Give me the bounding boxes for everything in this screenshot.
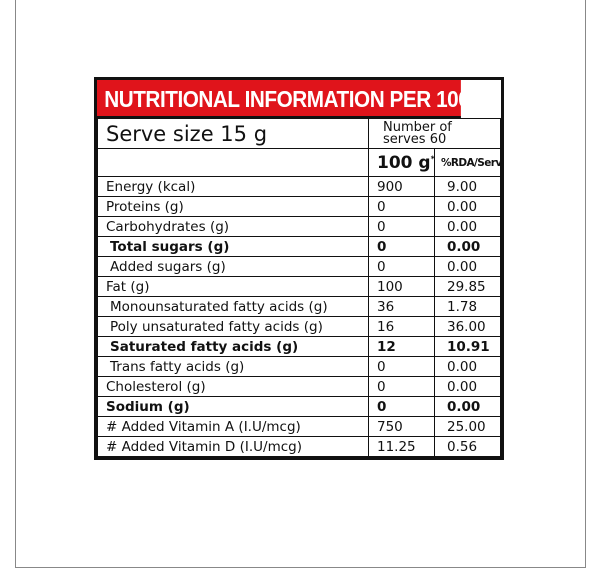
nutrient-label: Energy (kcal) xyxy=(97,176,369,197)
value-100g: 100 xyxy=(368,276,435,297)
table-title: NUTRITIONAL INFORMATION PER 100 g xyxy=(97,80,487,118)
nutrient-label: Poly unsaturated fatty acids (g) xyxy=(97,316,369,337)
nutrient-label: Monounsaturated fatty acids (g) xyxy=(97,296,369,317)
table-row: Carbohydrates (g) 0 0.00 xyxy=(97,216,501,237)
value-rda: 0.00 xyxy=(434,396,501,417)
nutrient-label: Carbohydrates (g) xyxy=(97,216,369,237)
value-rda: 9.00 xyxy=(434,176,501,197)
value-rda: 0.00 xyxy=(434,356,501,377)
nutrient-label: Sodium (g) xyxy=(97,396,369,417)
value-100g: 0 xyxy=(368,396,435,417)
value-100g: 0 xyxy=(368,356,435,377)
value-rda: 10.91 xyxy=(434,336,501,357)
value-100g: 0 xyxy=(368,236,435,257)
table-row: Monounsaturated fatty acids (g) 36 1.78 xyxy=(97,296,501,317)
value-100g: 36 xyxy=(368,296,435,317)
value-rda: 0.00 xyxy=(434,196,501,217)
col-rda-header: %RDA/Serving xyxy=(434,148,501,177)
table-row: Sodium (g) 0 0.00 xyxy=(97,396,501,417)
nutrition-table: NUTRITIONAL INFORMATION PER 100 g Serve … xyxy=(94,77,504,460)
value-rda: 36.00 xyxy=(434,316,501,337)
serve-size: Serve size 15 g xyxy=(97,118,369,149)
table-row: Saturated fatty acids (g) 12 10.91 xyxy=(97,336,501,357)
column-header-row: 100 g* %RDA/Serving xyxy=(97,148,501,177)
value-100g: 0 xyxy=(368,376,435,397)
value-rda: 0.00 xyxy=(434,256,501,277)
value-100g: 900 xyxy=(368,176,435,197)
image-frame xyxy=(15,0,586,568)
value-100g: 11.25 xyxy=(368,436,435,457)
number-of-serves: Number of serves 60 xyxy=(368,118,501,149)
value-rda: 0.00 xyxy=(434,216,501,237)
nutrient-label: Proteins (g) xyxy=(97,196,369,217)
table-row: Proteins (g) 0 0.00 xyxy=(97,196,501,217)
serves-line-1: Number of xyxy=(383,119,452,135)
value-100g: 750 xyxy=(368,416,435,437)
value-rda: 0.00 xyxy=(434,376,501,397)
table-row: # Added Vitamin D (I.U/mcg) 11.25 0.56 xyxy=(97,436,501,457)
footnote-mark: * xyxy=(430,153,435,163)
nutrient-label: Saturated fatty acids (g) xyxy=(97,336,369,357)
table-row: Fat (g) 100 29.85 xyxy=(97,276,501,297)
table-row: # Added Vitamin A (I.U/mcg) 750 25.00 xyxy=(97,416,501,437)
value-rda: 0.00 xyxy=(434,236,501,257)
table-row: Cholesterol (g) 0 0.00 xyxy=(97,376,501,397)
value-rda: 29.85 xyxy=(434,276,501,297)
nutrient-label: # Added Vitamin D (I.U/mcg) xyxy=(97,436,369,457)
value-rda: 25.00 xyxy=(434,416,501,437)
col-100g-header: 100 g* xyxy=(368,148,435,177)
value-rda: 1.78 xyxy=(434,296,501,317)
table-row: Added sugars (g) 0 0.00 xyxy=(97,256,501,277)
blank-header xyxy=(97,148,369,177)
nutrient-label: Total sugars (g) xyxy=(97,236,369,257)
table-row: Total sugars (g) 0 0.00 xyxy=(97,236,501,257)
nutrient-label: Cholesterol (g) xyxy=(97,376,369,397)
nutrient-label: # Added Vitamin A (I.U/mcg) xyxy=(97,416,369,437)
value-100g: 0 xyxy=(368,256,435,277)
value-100g: 0 xyxy=(368,196,435,217)
table-row: Energy (kcal) 900 9.00 xyxy=(97,176,501,197)
value-rda: 0.56 xyxy=(434,436,501,457)
nutrient-label: Added sugars (g) xyxy=(97,256,369,277)
value-100g: 16 xyxy=(368,316,435,337)
table-row: Poly unsaturated fatty acids (g) 16 36.00 xyxy=(97,316,501,337)
value-100g: 0 xyxy=(368,216,435,237)
nutrient-label: Trans fatty acids (g) xyxy=(97,356,369,377)
value-100g: 12 xyxy=(368,336,435,357)
col-100g-label: 100 g xyxy=(377,152,431,173)
nutrient-label: Fat (g) xyxy=(97,276,369,297)
table-row: Trans fatty acids (g) 0 0.00 xyxy=(97,356,501,377)
serves-line-2: serves 60 xyxy=(383,131,447,147)
serve-row: Serve size 15 g Number of serves 60 xyxy=(97,118,501,149)
